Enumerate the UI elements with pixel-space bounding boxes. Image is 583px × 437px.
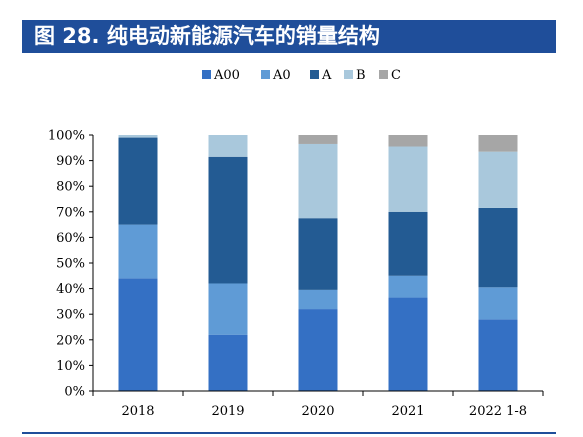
x-tick-label: 2021 — [391, 404, 424, 419]
bar-segment-a00-3 — [388, 297, 428, 391]
y-tick-label: 40% — [56, 282, 85, 297]
bar-segment-a00-1 — [208, 334, 248, 391]
y-tick-label: 50% — [56, 257, 85, 272]
bar-segment-c-2 — [298, 135, 338, 144]
bar-segment-a00-4 — [478, 319, 518, 391]
bar-segment-a00-2 — [298, 309, 338, 391]
bar-segment-a-4 — [478, 207, 518, 288]
y-tick-label: 70% — [56, 205, 85, 220]
bar-segment-a00-0 — [118, 278, 158, 391]
legend-label-a0: A0 — [272, 68, 291, 83]
bar-segment-a0-1 — [208, 283, 248, 335]
bar-segment-a-1 — [208, 156, 248, 284]
legend: A00 A0 A B C — [202, 68, 401, 83]
y-tick-label: 0% — [64, 385, 85, 400]
y-tick-label: 10% — [56, 359, 85, 374]
y-tick-label: 100% — [48, 129, 85, 144]
bottom-rule — [22, 432, 556, 434]
x-tick-label: 2020 — [301, 404, 334, 419]
bar-segment-a-0 — [118, 137, 158, 225]
legend-label-a: A — [321, 68, 332, 83]
y-tick-label: 90% — [56, 154, 85, 169]
bar-segment-a-2 — [298, 218, 338, 290]
x-tick-label: 2018 — [121, 404, 154, 419]
y-tick-label: 30% — [56, 308, 85, 323]
bar-segment-c-3 — [388, 135, 428, 147]
legend-swatch-a — [310, 70, 319, 79]
bar-segment-a-3 — [388, 211, 428, 276]
y-tick-label: 20% — [56, 333, 85, 348]
legend-swatch-c — [379, 70, 388, 79]
x-tick-label: 2019 — [211, 404, 244, 419]
legend-swatch-a0 — [261, 70, 270, 79]
legend-label-a00: A00 — [213, 68, 240, 83]
bar-segment-c-4 — [478, 135, 518, 152]
bar-segment-a0-0 — [118, 224, 158, 279]
axes: 0% 10% 20% 30% 40% 50% 60% 70% 80% 90% 100% 2018 201… — [48, 129, 544, 419]
bar-segment-a0-3 — [388, 275, 428, 298]
legend-swatch-b — [344, 70, 353, 79]
bar-segment-b-3 — [388, 146, 428, 212]
legend-label-b: B — [356, 68, 366, 83]
x-tick-label: 2022 1-8 — [469, 404, 527, 419]
y-tick-label: 60% — [56, 231, 85, 246]
bar-segment-b-0 — [118, 135, 158, 138]
figure-title: 图 28. 纯电动新能源汽车的销量结构 — [22, 20, 556, 53]
bars — [118, 135, 518, 391]
bar-segment-b-4 — [478, 151, 518, 208]
bar-segment-a0-4 — [478, 287, 518, 320]
legend-label-c: C — [391, 68, 401, 83]
legend-swatch-a00 — [202, 70, 211, 79]
bar-segment-a0-2 — [298, 289, 338, 310]
bar-segment-b-1 — [208, 135, 248, 157]
y-tick-label: 80% — [56, 180, 85, 195]
bar-segment-b-2 — [298, 143, 338, 219]
